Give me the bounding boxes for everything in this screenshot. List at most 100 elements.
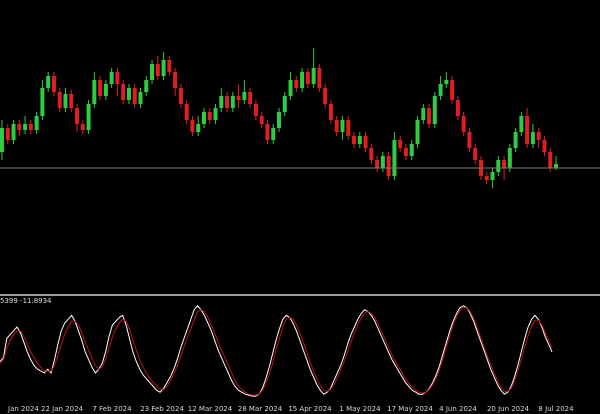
candle-body	[421, 108, 426, 120]
candle[interactable]	[542, 136, 547, 156]
candle[interactable]	[11, 120, 16, 144]
candle[interactable]	[427, 104, 432, 128]
candle[interactable]	[75, 104, 80, 132]
candle[interactable]	[334, 116, 339, 136]
candle[interactable]	[415, 116, 420, 148]
candle[interactable]	[259, 112, 264, 128]
candle[interactable]	[340, 116, 345, 140]
candle[interactable]	[46, 72, 51, 92]
candle[interactable]	[403, 144, 408, 160]
candle[interactable]	[265, 120, 270, 144]
candle[interactable]	[98, 76, 103, 100]
candle[interactable]	[323, 84, 328, 108]
candle[interactable]	[271, 124, 276, 144]
candle[interactable]	[392, 132, 397, 180]
candle[interactable]	[530, 124, 535, 148]
candle[interactable]	[201, 108, 206, 128]
candle[interactable]	[236, 84, 241, 108]
candle[interactable]	[150, 60, 155, 84]
candle[interactable]	[484, 172, 489, 184]
candle[interactable]	[86, 100, 91, 134]
candle[interactable]	[5, 124, 10, 144]
candle[interactable]	[225, 92, 230, 112]
candle[interactable]	[473, 144, 478, 164]
candle[interactable]	[103, 80, 108, 100]
candle[interactable]	[213, 104, 218, 124]
candle[interactable]	[386, 152, 391, 180]
candle[interactable]	[507, 144, 512, 172]
candle[interactable]	[421, 104, 426, 124]
candle[interactable]	[467, 128, 472, 152]
candle[interactable]	[207, 108, 212, 124]
candle-body	[525, 116, 530, 144]
candle[interactable]	[496, 156, 501, 176]
candle[interactable]	[375, 156, 380, 172]
candle[interactable]	[138, 88, 143, 108]
candle[interactable]	[438, 76, 443, 100]
candle[interactable]	[57, 88, 62, 112]
candle[interactable]	[242, 80, 247, 104]
candle[interactable]	[380, 152, 385, 172]
candle[interactable]	[167, 56, 172, 76]
candle[interactable]	[311, 48, 316, 88]
candle[interactable]	[40, 80, 45, 120]
candle[interactable]	[173, 68, 178, 96]
candle[interactable]	[132, 84, 137, 108]
candle[interactable]	[363, 132, 368, 152]
candle[interactable]	[450, 76, 455, 104]
candle[interactable]	[513, 128, 518, 152]
oscillator-main-line[interactable]	[0, 305, 553, 397]
candle[interactable]	[92, 72, 97, 108]
candle[interactable]	[432, 92, 437, 128]
candle[interactable]	[461, 112, 466, 136]
candle[interactable]	[294, 76, 299, 92]
candle[interactable]	[444, 72, 449, 88]
candle[interactable]	[144, 76, 149, 96]
candle[interactable]	[300, 68, 305, 92]
candle[interactable]	[184, 100, 189, 124]
candle[interactable]	[178, 84, 183, 108]
candle[interactable]	[282, 92, 287, 116]
candle[interactable]	[277, 108, 281, 132]
candle[interactable]	[519, 112, 524, 136]
candle[interactable]	[115, 68, 120, 96]
candle[interactable]	[190, 116, 195, 136]
candle[interactable]	[288, 72, 293, 100]
candle[interactable]	[455, 96, 460, 120]
candle[interactable]	[80, 120, 85, 134]
candle[interactable]	[155, 56, 160, 80]
candle[interactable]	[317, 64, 322, 92]
candle[interactable]	[23, 116, 28, 134]
candle[interactable]	[525, 108, 530, 148]
candle[interactable]	[121, 80, 126, 104]
candle[interactable]	[352, 132, 357, 148]
candle[interactable]	[253, 100, 258, 120]
candle[interactable]	[248, 88, 253, 108]
candle[interactable]	[0, 120, 4, 160]
candle[interactable]	[536, 128, 541, 148]
candle[interactable]	[409, 140, 414, 160]
candle[interactable]	[69, 90, 74, 112]
oscillator-signal-line[interactable]	[0, 307, 553, 396]
candle[interactable]	[51, 72, 56, 96]
candle-body	[438, 84, 443, 96]
candle[interactable]	[17, 120, 22, 136]
candle[interactable]	[34, 112, 39, 134]
candle[interactable]	[109, 68, 114, 88]
candle[interactable]	[196, 116, 201, 136]
candle[interactable]	[328, 100, 333, 124]
candle[interactable]	[63, 88, 68, 112]
candle[interactable]	[161, 52, 166, 80]
candle[interactable]	[305, 68, 310, 88]
candle[interactable]	[346, 116, 351, 140]
candle[interactable]	[230, 92, 235, 112]
candle-body	[132, 88, 137, 104]
candle[interactable]	[28, 120, 33, 134]
candle[interactable]	[398, 136, 403, 152]
candle[interactable]	[357, 132, 362, 148]
candle[interactable]	[490, 168, 495, 188]
candle[interactable]	[126, 84, 131, 104]
candle[interactable]	[369, 144, 374, 164]
candle[interactable]	[219, 88, 224, 112]
